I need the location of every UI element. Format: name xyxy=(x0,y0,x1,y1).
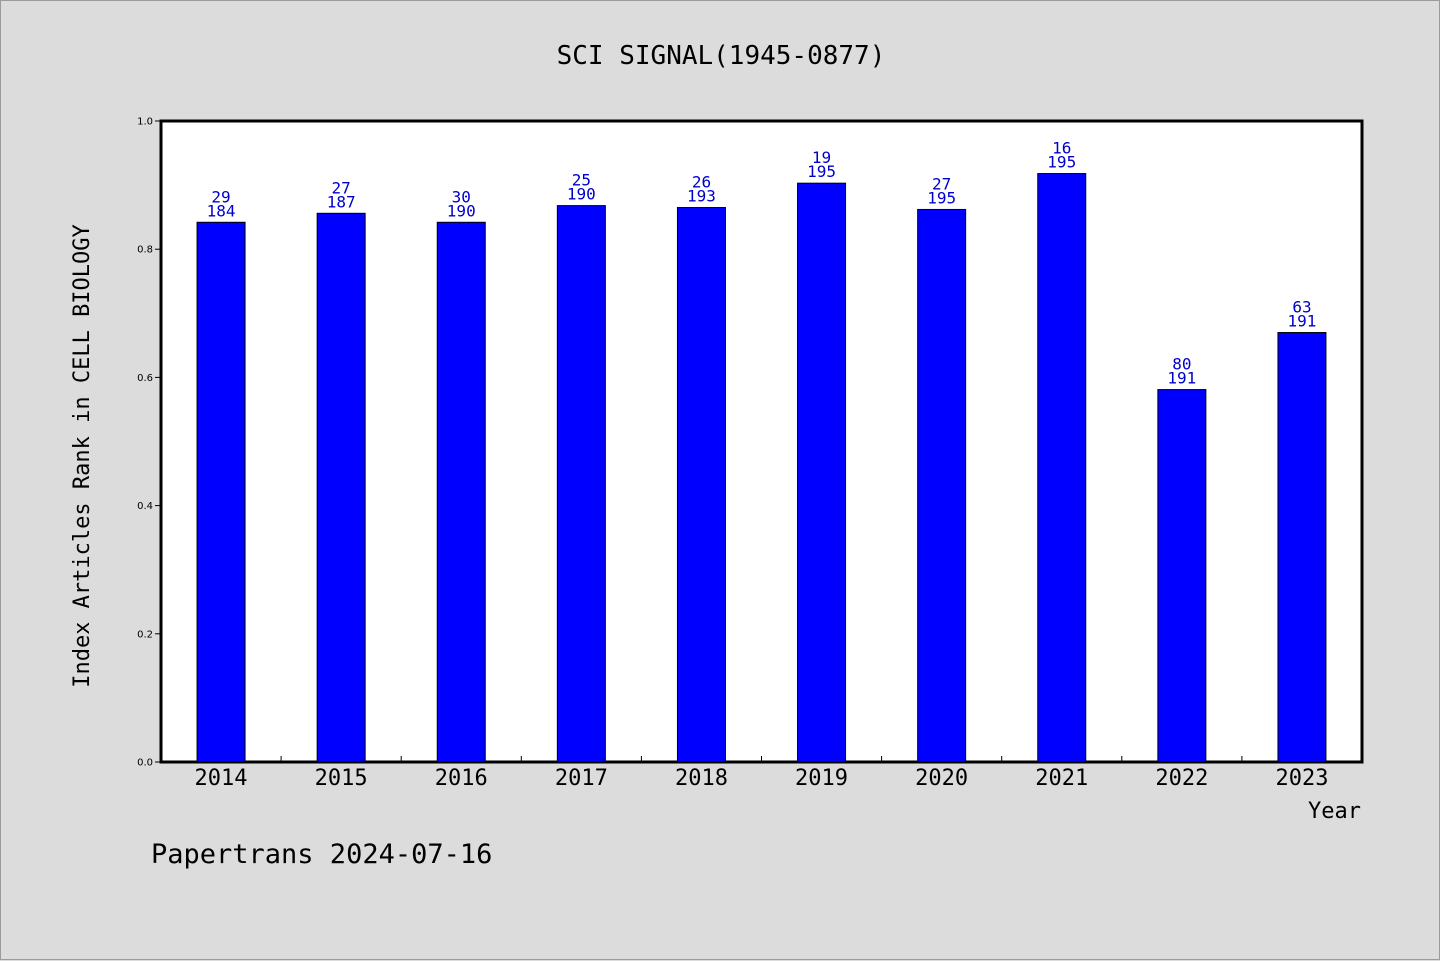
bar-total-label: 191 xyxy=(1287,312,1316,331)
bar-rank-label: 19 xyxy=(812,148,831,167)
x-tick-label: 2021 xyxy=(1035,766,1088,791)
x-tick-label: 2023 xyxy=(1275,766,1328,791)
bar-total-label: 195 xyxy=(1047,153,1076,172)
bar-2021 xyxy=(1037,173,1087,763)
x-tick-label: 2015 xyxy=(315,766,368,791)
x-tick-label: 2022 xyxy=(1155,766,1208,791)
bar-2018 xyxy=(676,207,726,763)
bar-total-label: 190 xyxy=(447,201,476,220)
bar-2019 xyxy=(797,182,847,763)
y-axis-ticks: 0.0 0.2 0.4 0.6 0.8 1.0 xyxy=(137,117,161,769)
y-tick-label: 0.2 xyxy=(137,629,153,640)
bar-total-label: 195 xyxy=(927,188,956,207)
bar-2022 xyxy=(1157,389,1207,763)
bar-rank-label: 26 xyxy=(692,173,711,192)
x-tick-label: 2016 xyxy=(435,766,488,791)
x-tick-label: 2020 xyxy=(915,766,968,791)
x-tick-label: 2018 xyxy=(675,766,728,791)
y-tick-label: 0.4 xyxy=(137,501,153,512)
bar-rank-label: 27 xyxy=(332,178,351,197)
bar-total-label: 190 xyxy=(567,185,596,204)
x-axis-ticks: 2014 2015 2016 2017 2018 2019 2020 2021 2022 2023 xyxy=(195,756,1328,791)
bar-total-label: 191 xyxy=(1167,369,1196,388)
bar-rank-label: 27 xyxy=(932,174,951,193)
y-tick-label: 0.8 xyxy=(137,245,153,256)
bar-rank-label: 16 xyxy=(1052,139,1071,158)
bar-2023 xyxy=(1277,332,1327,763)
y-tick-label: 0.0 xyxy=(137,758,153,769)
chart-title: SCI SIGNAL(1945-0877) xyxy=(557,41,886,71)
footer-watermark: Papertrans 2024-07-16 xyxy=(151,839,492,870)
x-tick-label: 2019 xyxy=(795,766,848,791)
x-axis-label: Year xyxy=(1308,799,1361,824)
bar-rank-label: 30 xyxy=(452,187,471,206)
bar-2017 xyxy=(556,205,606,763)
bar-total-label: 195 xyxy=(807,162,836,181)
bar-2020 xyxy=(917,208,967,763)
bar-rank-label: 25 xyxy=(572,171,591,190)
bar-total-label: 193 xyxy=(687,187,716,206)
x-tick-label: 2017 xyxy=(555,766,608,791)
y-tick-label: 1.0 xyxy=(137,117,153,128)
bar-total-label: 187 xyxy=(327,192,356,211)
y-axis-label: Index Articles Rank in CELL BIOLOGY xyxy=(70,224,95,688)
bar-2015 xyxy=(316,212,366,763)
bar-rank-label: 80 xyxy=(1172,355,1191,374)
bar-2014 xyxy=(196,221,246,763)
x-tick-label: 2014 xyxy=(195,766,248,791)
y-tick-label: 0.6 xyxy=(137,373,153,384)
bar-2016 xyxy=(436,221,486,763)
bar-total-label: 184 xyxy=(207,201,236,220)
bar-rank-label: 63 xyxy=(1292,298,1311,317)
bar-rank-label: 29 xyxy=(211,187,230,206)
